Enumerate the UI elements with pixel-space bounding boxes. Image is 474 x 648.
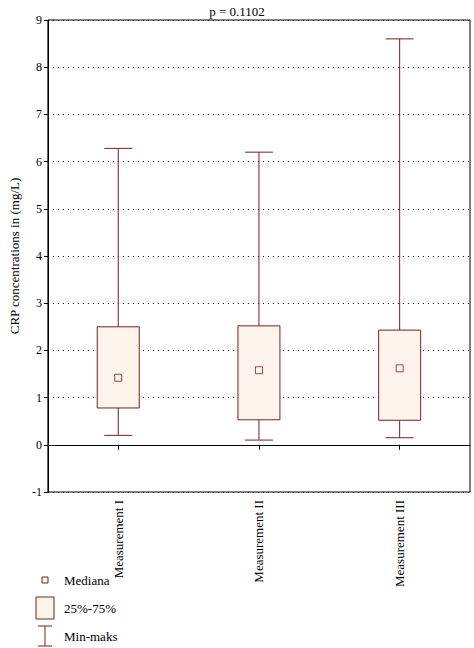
- svg-text:5: 5: [36, 202, 42, 216]
- svg-text:CRP concentrations in (mg/L): CRP concentrations in (mg/L): [7, 178, 22, 335]
- svg-text:Mediana: Mediana: [64, 573, 110, 588]
- svg-text:p = 0.1102: p = 0.1102: [209, 4, 265, 19]
- svg-text:0: 0: [36, 438, 42, 452]
- svg-text:-1: -1: [32, 485, 42, 499]
- svg-text:9: 9: [36, 13, 42, 27]
- svg-text:8: 8: [36, 60, 42, 74]
- svg-text:7: 7: [36, 107, 42, 121]
- svg-text:Measurement II: Measurement II: [251, 500, 266, 583]
- svg-text:2: 2: [36, 343, 42, 357]
- svg-text:Measurement I: Measurement I: [111, 500, 126, 578]
- svg-text:Min-maks: Min-maks: [64, 629, 117, 644]
- svg-text:1: 1: [36, 391, 42, 405]
- svg-text:Measurement III: Measurement III: [392, 500, 407, 587]
- svg-text:6: 6: [36, 155, 42, 169]
- svg-text:25%-75%: 25%-75%: [64, 601, 116, 616]
- svg-text:3: 3: [36, 296, 42, 310]
- svg-text:4: 4: [36, 249, 42, 263]
